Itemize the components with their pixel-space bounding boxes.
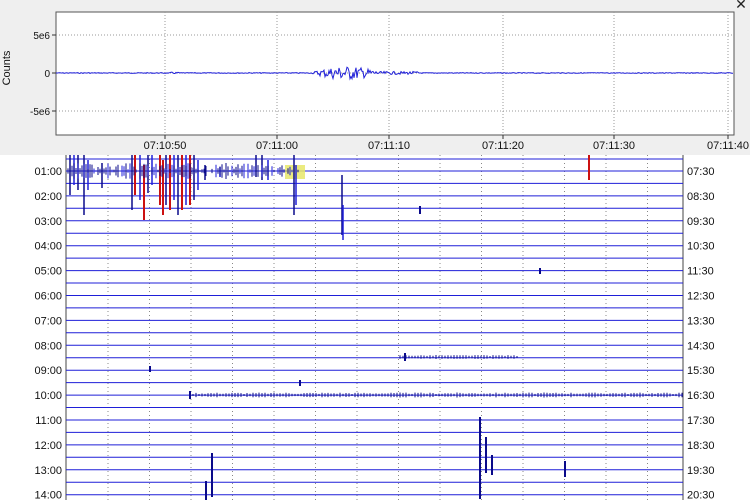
zoom-waveform-plot[interactable]: 5e6 0 -5e6 07:10:50 07:11:00 07:11:10 07:11:2…: [0, 0, 750, 155]
left-time-label: 03:00: [34, 216, 62, 228]
right-time-label: 11:30: [687, 266, 714, 278]
right-time-label: 09:30: [687, 216, 715, 228]
zoom-x-tick-label: 07:11:30: [593, 140, 635, 152]
right-time-labels: 07:30 08:30 09:30 10:30 11:30 12:30 13:30 14:30…: [687, 166, 715, 500]
zoom-y-ticks: 5e6 0 -5e6: [30, 31, 56, 118]
left-time-label: 10:00: [34, 390, 62, 402]
left-time-label: 11:00: [35, 415, 62, 427]
right-time-label: 12:30: [687, 291, 715, 303]
left-time-label: 06:00: [34, 291, 62, 303]
left-time-labels: 01:00 02:00 03:00 04:00 05:00 06:00 07:00 08:00…: [34, 166, 62, 500]
right-time-label: 17:30: [687, 415, 715, 427]
zoom-x-tick-label: 07:11:10: [368, 140, 410, 152]
zoom-x-tick-label: 07:11:40: [707, 140, 749, 152]
right-time-label: 07:30: [687, 166, 715, 178]
right-time-label: 20:30: [687, 490, 715, 500]
left-time-label: 09:00: [34, 365, 62, 377]
helicorder-traces: [66, 158, 683, 496]
zoom-panel: 5e6 0 -5e6 07:10:50 07:11:00 07:11:10 07:11:2…: [0, 0, 750, 156]
y-axis-label: Counts: [1, 50, 13, 85]
right-time-label: 19:30: [687, 465, 715, 477]
zoom-trace: [56, 66, 733, 81]
right-time-label: 18:30: [687, 440, 715, 452]
left-time-label: 07:00: [34, 315, 62, 327]
right-time-label: 08:30: [687, 191, 715, 203]
close-icon[interactable]: ✕: [735, 0, 747, 12]
right-time-label: 15:30: [687, 365, 715, 377]
left-time-label: 01:00: [34, 166, 62, 178]
right-time-label: 16:30: [687, 390, 715, 402]
left-time-label: 13:00: [34, 465, 62, 477]
left-time-label: 02:00: [34, 191, 62, 203]
helicorder-events: [67, 155, 683, 500]
helicorder-grid: [107, 155, 648, 500]
left-time-label: 04:00: [34, 241, 62, 253]
zoom-x-tick-label: 07:10:50: [144, 140, 187, 152]
zoom-x-tick-label: 07:11:00: [256, 140, 298, 152]
helicorder-plot[interactable]: 01:00 02:00 03:00 04:00 05:00 06:00 07:00 08:00…: [0, 155, 750, 500]
right-time-label: 10:30: [687, 241, 715, 253]
right-time-label: 13:30: [687, 315, 715, 327]
helicorder-panel: 01:00 02:00 03:00 04:00 05:00 06:00 07:00 08:00…: [0, 155, 750, 500]
left-time-label: 14:00: [34, 490, 62, 500]
zoom-y-tick-label: 0: [44, 69, 50, 80]
zoom-x-ticks: 07:10:50 07:11:00 07:11:10 07:11:20 07:11:30…: [144, 135, 749, 152]
zoom-y-tick-label: -5e6: [30, 107, 50, 118]
zoom-waveform-line: [56, 66, 733, 81]
zoom-x-tick-label: 07:11:20: [482, 140, 524, 152]
left-time-label: 05:00: [34, 266, 62, 278]
left-time-label: 12:00: [34, 440, 62, 452]
zoom-y-tick-label: 5e6: [33, 31, 50, 42]
right-time-label: 14:30: [687, 340, 715, 352]
left-time-label: 08:00: [34, 340, 62, 352]
